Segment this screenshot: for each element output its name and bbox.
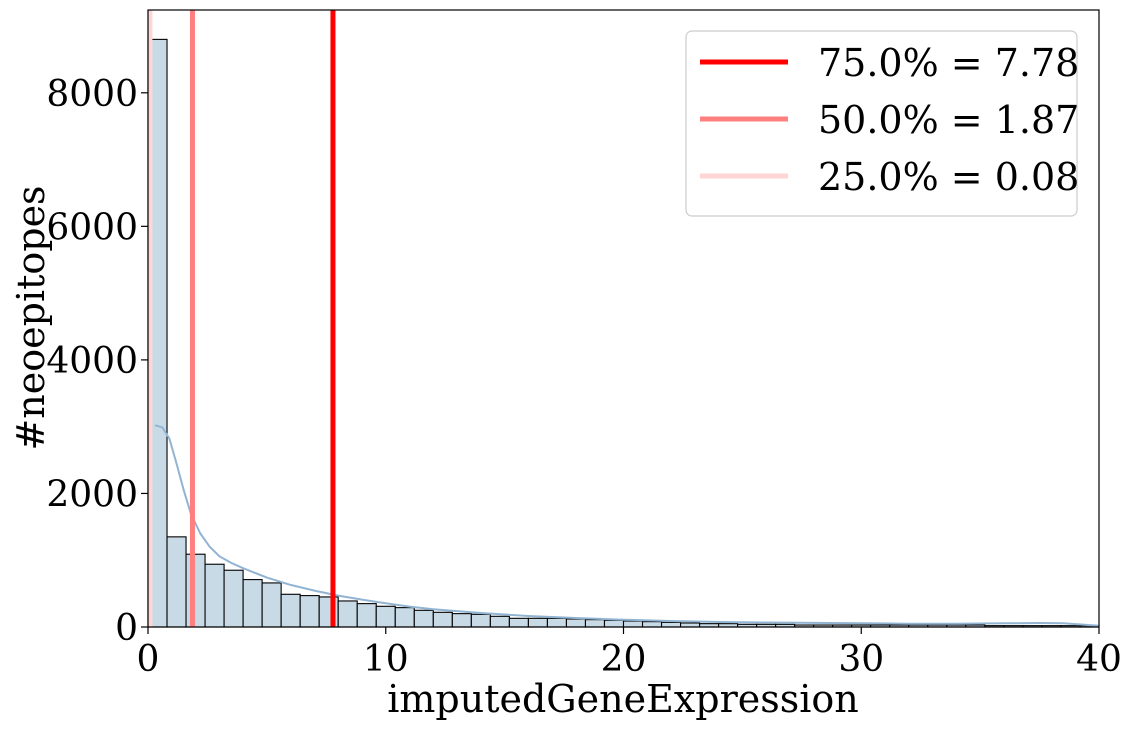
histogram-bar bbox=[622, 620, 644, 628]
histogram-bar bbox=[413, 609, 434, 628]
quantile-lines bbox=[147, 10, 336, 627]
histogram-bar bbox=[641, 621, 663, 628]
histogram-bar bbox=[261, 582, 282, 628]
x-tick-label: 0 bbox=[137, 639, 160, 680]
histogram-bar bbox=[470, 613, 491, 628]
y-tick-label: 8000 bbox=[46, 74, 138, 115]
histogram-bar bbox=[546, 617, 567, 628]
y-tick-label: 6000 bbox=[46, 207, 138, 248]
histogram-bar bbox=[660, 621, 682, 628]
histogram-bar bbox=[185, 553, 206, 628]
y-axis-title: #neoepitopes bbox=[9, 185, 53, 450]
kde-curve bbox=[154, 424, 1100, 627]
histogram-bar bbox=[584, 619, 606, 628]
y-tick-label: 4000 bbox=[46, 341, 138, 382]
histogram-bar bbox=[489, 615, 510, 628]
histogram-bar bbox=[375, 605, 396, 628]
x-tick-label: 20 bbox=[601, 639, 647, 680]
histogram-bar bbox=[508, 617, 529, 628]
x-axis-ticks: 0 10 20 30 40 bbox=[137, 627, 1122, 680]
histogram-bar bbox=[680, 622, 701, 628]
histogram-bar bbox=[204, 563, 225, 628]
histogram-bar bbox=[394, 607, 415, 628]
legend-label: 75.0% = 7.78 bbox=[818, 41, 1079, 85]
histogram-bar bbox=[299, 595, 320, 628]
x-tick-label: 30 bbox=[838, 639, 884, 680]
histogram-bar bbox=[527, 617, 548, 628]
histogram-bar bbox=[451, 613, 472, 628]
histogram-bar bbox=[603, 619, 625, 628]
legend: 75.0% = 7.78 50.0% = 1.87 25.0% = 0.08 bbox=[685, 30, 1079, 217]
histogram-bar bbox=[565, 618, 587, 628]
x-axis-title: imputedGeneExpression bbox=[387, 677, 859, 721]
histogram-bar bbox=[166, 536, 187, 628]
histogram-bar bbox=[337, 600, 358, 628]
x-tick-label: 40 bbox=[1076, 639, 1122, 680]
histogram-bar bbox=[242, 579, 263, 628]
legend-label: 25.0% = 0.08 bbox=[818, 155, 1079, 199]
y-tick-label: 2000 bbox=[46, 474, 138, 515]
y-tick-label: 0 bbox=[115, 608, 138, 649]
histogram-bar bbox=[223, 569, 244, 628]
legend-label: 50.0% = 1.87 bbox=[818, 98, 1079, 142]
histogram-bar bbox=[356, 603, 377, 628]
x-tick-label: 10 bbox=[363, 639, 409, 680]
y-axis-ticks: 0 2000 4000 6000 8000 bbox=[46, 74, 148, 649]
histogram-bar bbox=[432, 611, 453, 628]
legend-box bbox=[685, 30, 1078, 217]
histogram-bar bbox=[280, 593, 301, 628]
histogram-bars bbox=[147, 38, 1100, 628]
